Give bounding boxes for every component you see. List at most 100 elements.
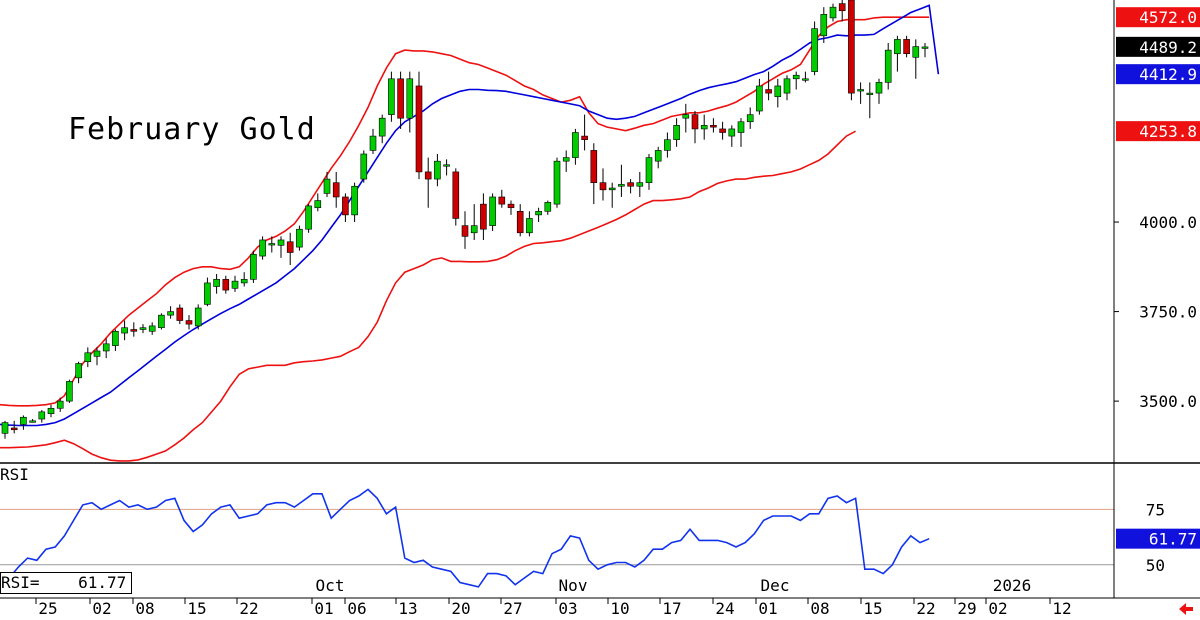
candle xyxy=(397,71,404,129)
candle xyxy=(756,78,763,115)
candle-body xyxy=(38,411,46,420)
candle-body xyxy=(84,352,92,363)
time-tick-label: 01 xyxy=(314,599,333,618)
candle-body xyxy=(792,74,800,80)
candle-body xyxy=(121,327,128,334)
candle xyxy=(424,157,432,208)
candle-body xyxy=(875,82,883,94)
time-tick-label: 08 xyxy=(135,599,154,618)
time-tick-label: 20 xyxy=(451,599,470,618)
candle-body xyxy=(627,182,634,187)
candle xyxy=(204,277,211,307)
candle-body xyxy=(544,202,552,212)
candle-body xyxy=(369,135,377,151)
candle xyxy=(148,322,156,335)
price-tag-last-price-label: 4489.2 xyxy=(1139,38,1197,57)
candle xyxy=(406,71,414,133)
candle-body xyxy=(47,407,55,414)
candle-body xyxy=(56,400,64,409)
candle xyxy=(75,361,82,384)
candle-body xyxy=(765,89,772,94)
candle xyxy=(213,273,220,294)
candle xyxy=(838,0,846,22)
candle xyxy=(388,71,395,122)
candle xyxy=(434,154,441,187)
candle xyxy=(185,315,193,330)
candle-body xyxy=(820,14,828,37)
candle xyxy=(894,35,901,72)
candle xyxy=(921,42,929,58)
candle xyxy=(461,211,469,249)
candle xyxy=(884,42,892,90)
candle-body xyxy=(691,114,699,130)
candle xyxy=(470,204,478,240)
price-panel xyxy=(0,0,940,462)
candle xyxy=(351,182,358,223)
rsi-line xyxy=(0,488,930,588)
candle-body xyxy=(277,239,285,246)
candle-body xyxy=(305,205,312,230)
candle-body xyxy=(112,330,119,346)
candle xyxy=(277,236,285,258)
candle-body xyxy=(608,187,616,191)
candle-body xyxy=(342,196,349,216)
candle-body xyxy=(581,135,588,140)
candle xyxy=(903,35,910,58)
candle-body xyxy=(231,280,239,289)
candle-body xyxy=(259,239,266,257)
candle-body xyxy=(323,178,331,194)
rsi-readout-value: 61.77 xyxy=(78,573,127,592)
candle xyxy=(618,164,625,197)
price-tick-label: 3500.0 xyxy=(1139,392,1197,411)
candle xyxy=(700,114,708,140)
time-tick-label: 02 xyxy=(92,599,111,618)
candle-body xyxy=(148,325,156,332)
candle-body xyxy=(480,203,487,230)
candle-body xyxy=(700,125,708,130)
candle xyxy=(535,207,542,223)
rsi-readout-label: RSI= xyxy=(1,573,40,592)
candle xyxy=(489,193,496,231)
candle xyxy=(572,128,579,165)
candle-body xyxy=(737,121,745,133)
month-label: 2026 xyxy=(993,576,1032,595)
candle-body xyxy=(185,320,193,325)
candle xyxy=(47,404,55,418)
band-line-middle-band xyxy=(0,4,940,427)
candle xyxy=(691,111,699,144)
candle-body xyxy=(139,327,147,330)
candle xyxy=(286,232,294,266)
month-label: Oct xyxy=(316,576,345,595)
candle-body xyxy=(66,381,73,402)
time-tick-label: 01 xyxy=(758,599,777,618)
candle xyxy=(866,82,874,119)
candle xyxy=(139,324,147,334)
candle xyxy=(305,204,312,233)
candle-body xyxy=(553,160,561,205)
candle xyxy=(378,114,386,144)
rsi-tick-label: 50 xyxy=(1146,556,1165,575)
time-tick-label: 22 xyxy=(916,599,935,618)
candle xyxy=(636,171,644,197)
candle xyxy=(443,159,450,176)
candle-body xyxy=(710,125,717,128)
candle xyxy=(664,132,671,158)
candle xyxy=(737,118,745,147)
candle xyxy=(765,71,772,101)
candle-body xyxy=(829,6,837,19)
candle xyxy=(222,275,230,294)
candle xyxy=(710,118,717,133)
candle-body xyxy=(314,200,322,209)
candle-body xyxy=(636,182,644,187)
price-tag-upper-band-label: 4572.0 xyxy=(1139,8,1197,27)
left-arrow-icon[interactable] xyxy=(1178,602,1194,616)
candle-body xyxy=(516,211,524,234)
time-tick-label: 13 xyxy=(398,599,417,618)
candle xyxy=(774,78,782,108)
candle-body xyxy=(682,114,690,119)
candle xyxy=(498,189,506,208)
rsi-value-tag xyxy=(1116,528,1200,549)
candle-body xyxy=(664,139,671,151)
candle-body xyxy=(213,279,220,287)
